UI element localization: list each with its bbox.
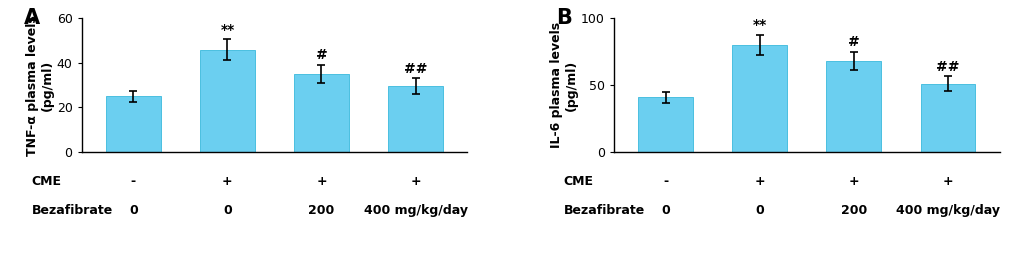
Text: 200: 200 xyxy=(840,204,866,217)
Bar xyxy=(200,50,255,152)
Text: -: - xyxy=(662,175,667,188)
Y-axis label: TNF-α plasma levels
(pg/ml): TNF-α plasma levels (pg/ml) xyxy=(25,15,54,156)
Text: +: + xyxy=(316,175,326,188)
Text: #: # xyxy=(315,48,327,62)
Text: 0: 0 xyxy=(755,204,763,217)
Text: **: ** xyxy=(752,18,766,32)
Bar xyxy=(638,97,692,152)
Text: +: + xyxy=(754,175,764,188)
Text: Bezafibrate: Bezafibrate xyxy=(32,204,112,217)
Bar xyxy=(388,86,442,152)
Text: -: - xyxy=(130,175,136,188)
Text: #: # xyxy=(847,35,859,50)
Text: CME: CME xyxy=(564,175,593,188)
Text: +: + xyxy=(942,175,952,188)
Text: A: A xyxy=(23,8,40,28)
Bar xyxy=(106,96,160,152)
Text: 0: 0 xyxy=(128,204,138,217)
Text: +: + xyxy=(222,175,232,188)
Y-axis label: IL-6 plasma levels
(pg/ml): IL-6 plasma levels (pg/ml) xyxy=(549,22,578,148)
Bar xyxy=(293,74,348,152)
Text: +: + xyxy=(410,175,421,188)
Text: ##: ## xyxy=(404,62,427,75)
Text: 400 mg/kg/day: 400 mg/kg/day xyxy=(363,204,467,217)
Text: **: ** xyxy=(220,23,234,37)
Text: 400 mg/kg/day: 400 mg/kg/day xyxy=(895,204,999,217)
Text: CME: CME xyxy=(32,175,61,188)
Text: 200: 200 xyxy=(308,204,334,217)
Bar xyxy=(732,45,787,152)
Text: Bezafibrate: Bezafibrate xyxy=(564,204,644,217)
Text: B: B xyxy=(555,8,572,28)
Text: 0: 0 xyxy=(223,204,231,217)
Text: +: + xyxy=(848,175,858,188)
Text: 0: 0 xyxy=(660,204,669,217)
Bar xyxy=(825,61,880,152)
Bar xyxy=(920,84,974,152)
Text: ##: ## xyxy=(935,59,959,74)
